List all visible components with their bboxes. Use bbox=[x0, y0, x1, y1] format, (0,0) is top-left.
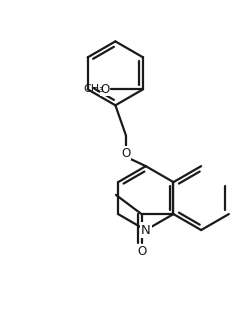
Text: O: O bbox=[137, 245, 146, 258]
Text: O: O bbox=[122, 147, 131, 160]
Text: CH₃: CH₃ bbox=[84, 84, 104, 94]
Text: N: N bbox=[141, 224, 151, 237]
Text: O: O bbox=[100, 83, 110, 96]
